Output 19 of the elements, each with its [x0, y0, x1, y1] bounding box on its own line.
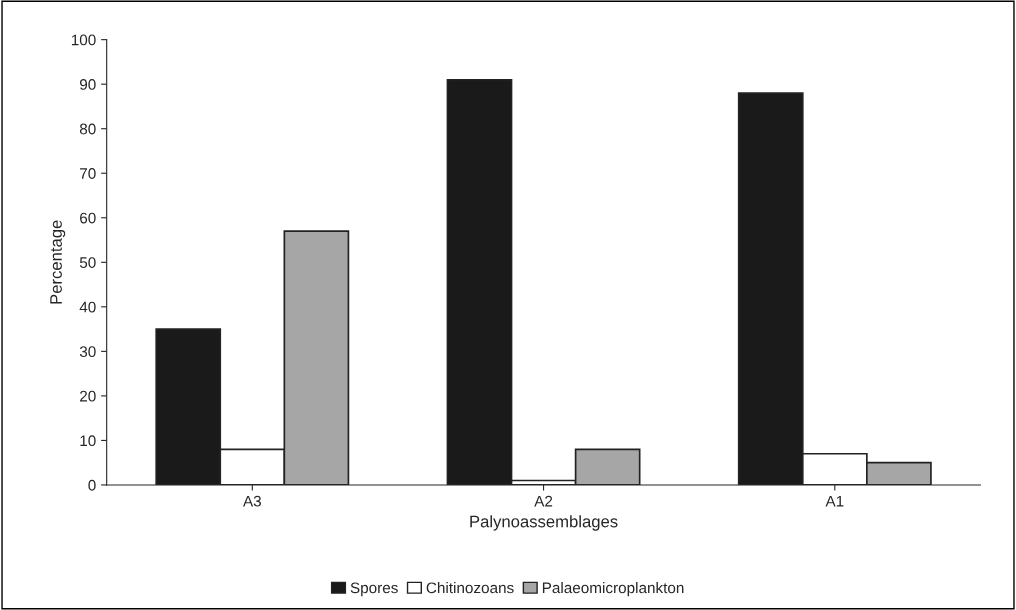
- y-tick-label: 50: [79, 257, 96, 268]
- legend-label: Chitinozoans: [426, 582, 514, 594]
- y-tick-label: 100: [71, 34, 96, 46]
- y-tick-label: 0: [88, 479, 96, 491]
- y-tick-label: 10: [80, 435, 96, 447]
- x-tick-label: A1: [825, 495, 844, 507]
- y-tick-label: 80: [79, 123, 96, 135]
- y-tick-label: 60: [80, 212, 96, 224]
- x-tick-label: A3: [242, 495, 261, 507]
- legend-label: Spores: [350, 582, 398, 597]
- x-tick-label: A2: [534, 495, 553, 507]
- y-tick-label: 70: [80, 168, 96, 179]
- y-tick-label: 30: [79, 346, 96, 358]
- legend-label: Palaeomicroplankton: [542, 582, 684, 597]
- y-tick-label: 90: [79, 79, 96, 90]
- y-axis-title: Percentage: [50, 220, 66, 304]
- x-axis-title: Palynoassemblages: [470, 515, 618, 531]
- y-tick-label: 40: [79, 301, 96, 313]
- y-tick-label: 20: [80, 390, 96, 402]
